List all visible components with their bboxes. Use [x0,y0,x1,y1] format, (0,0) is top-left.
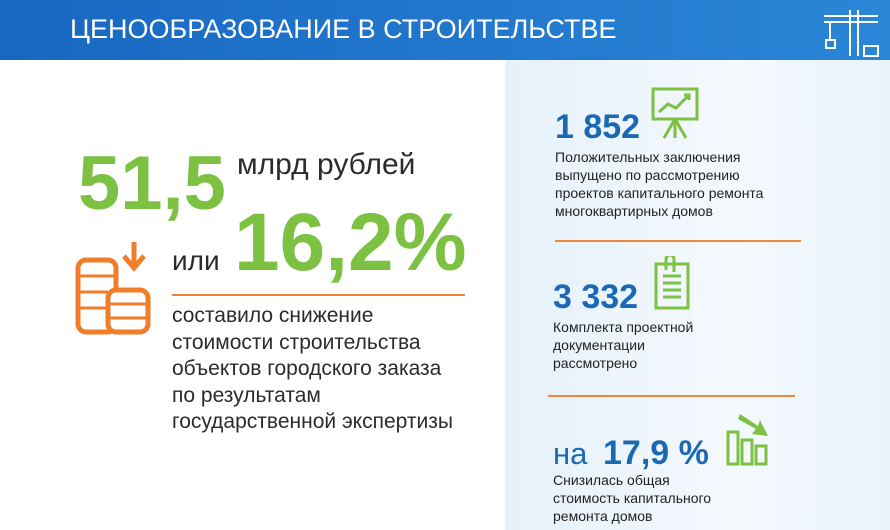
stat-description: Снизилась общая стоимость капитального рем… [553,471,711,525]
text-line: Положительных заключения [555,149,741,165]
unit: млрд рублей [237,148,416,181]
text-line: Снизилась общая [553,472,670,488]
stat-prefix: на [553,436,588,471]
document-icon [654,256,690,310]
bars-icon [726,414,768,466]
text-line: Комплекта проектной [553,319,694,335]
text-line: государственной экспертизы [172,410,453,433]
text-line: рассмотрено [553,355,638,371]
text-line: ремонта домов [553,508,653,524]
coins-icon [75,242,151,335]
text-line: выпущено по рассмотрению [555,167,740,183]
text-line: объектов городского заказа [172,357,442,380]
divider [172,294,465,296]
right-panel [505,60,890,530]
text-line: составило снижение [172,304,374,327]
divider [548,395,795,397]
text-line: многоквартирных домов [555,203,713,219]
percent: 16,2% [234,197,467,288]
text-line: документации [553,337,645,353]
main-description: составило снижение стоимости строительств… [172,303,453,436]
easel-icon [651,87,699,139]
amount: 51,5 [78,141,226,226]
header-title: ЦЕНООБРАЗОВАНИЕ В СТРОИТЕЛЬСТВЕ [70,14,617,44]
header-bar [0,0,890,60]
stat-value: 1 852 [555,108,641,146]
divider [555,240,801,242]
crane-icon [824,10,879,57]
text-line: стоимость капитального [553,490,712,506]
stat-value: 17,9 % [603,434,709,472]
stat-value: 3 332 [553,278,639,316]
connector: или [172,245,220,276]
stat-description: Положительных заключения выпущено по расс… [555,148,763,220]
text-line: стоимости строительства [172,330,421,354]
text-line: по результатам [172,383,321,407]
stat-description: Комплекта проектной документации рассмотре… [553,318,693,372]
text-line: проектов капитального ремонта [555,185,764,201]
